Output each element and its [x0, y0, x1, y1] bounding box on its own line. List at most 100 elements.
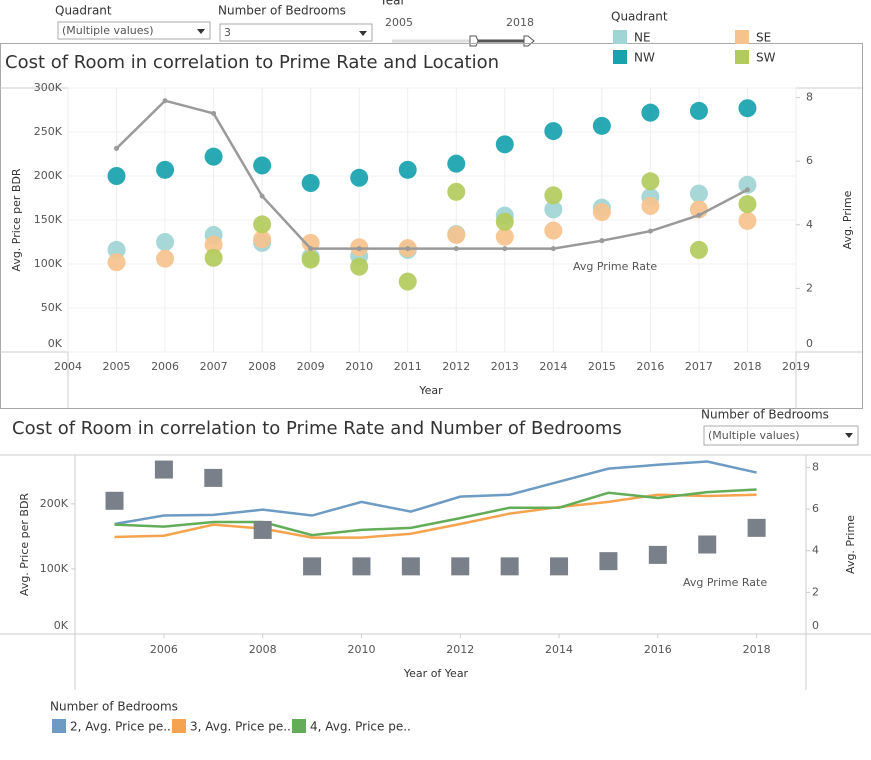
legend-label: SW	[756, 51, 776, 65]
dot	[689, 101, 708, 120]
slider-handle[interactable]	[469, 35, 479, 47]
dot	[156, 160, 175, 179]
legend-title: Quadrant	[611, 10, 668, 24]
dot	[447, 225, 466, 244]
dropdown[interactable]: (Multiple values)	[703, 425, 859, 446]
year-slider[interactable]	[392, 35, 535, 47]
x-tick-label: 2010	[345, 360, 373, 373]
dot	[544, 186, 563, 205]
x-tick-label: 2017	[685, 360, 713, 373]
x-tick-label: 2012	[442, 360, 470, 373]
dot	[350, 168, 369, 187]
legend-label: NW	[634, 51, 655, 65]
dropdown-arrow[interactable]	[359, 31, 367, 36]
dropdown-value[interactable]: 3	[224, 26, 231, 39]
dropdown-value[interactable]: (Multiple values)	[62, 24, 154, 37]
x-tick-label: 2016	[636, 360, 664, 373]
dropdown-box[interactable]	[57, 21, 211, 40]
dot	[592, 203, 611, 222]
dropdown-value[interactable]: (Multiple values)	[708, 429, 800, 442]
line-marker	[696, 212, 702, 218]
x-tick-label: 2014	[539, 360, 567, 373]
line-marker	[599, 238, 605, 244]
dot	[544, 122, 563, 141]
dot	[738, 99, 757, 118]
slider-to: 2018	[506, 16, 534, 29]
line-marker	[356, 246, 362, 252]
slider-from: 2005	[385, 16, 413, 29]
square	[747, 518, 766, 537]
dropdown-box[interactable]	[219, 23, 373, 42]
x-tick-label: 2006	[151, 360, 179, 373]
y-axis-title: Avg. Price per BDR	[18, 493, 31, 596]
y2-axis-title: Avg. Prime	[841, 190, 854, 249]
legend-label: 2, Avg. Price pe..	[70, 720, 171, 734]
y-tick-label: 300K	[34, 81, 63, 94]
line-marker	[502, 246, 508, 252]
dot	[156, 249, 175, 268]
chart-title: Cost of Room in correlation to Prime Rat…	[12, 418, 622, 439]
x-tick-label: 2014	[545, 643, 573, 656]
dropdown[interactable]: 3	[219, 23, 373, 42]
dropdown-arrow[interactable]	[197, 29, 205, 34]
dot	[107, 167, 126, 185]
square	[204, 468, 223, 487]
y2-tick-label: 8	[806, 91, 813, 104]
line-marker	[453, 246, 459, 252]
legend-swatch	[735, 50, 749, 64]
dropdown-arrow[interactable]	[845, 433, 853, 438]
line	[115, 99, 749, 250]
y-tick-label: 50K	[41, 301, 63, 314]
x-tick-label: 2009	[297, 360, 325, 373]
square	[599, 552, 618, 571]
square	[648, 545, 667, 564]
line-marker	[405, 246, 411, 252]
y2-tick-label: 2	[812, 585, 819, 598]
dot	[738, 175, 757, 194]
legend-label: 4, Avg. Price pe..	[310, 720, 411, 734]
line	[114, 493, 757, 539]
dot	[398, 272, 417, 291]
line-marker	[259, 193, 265, 199]
slider-handle[interactable]	[523, 35, 535, 47]
dot	[689, 240, 708, 259]
dot	[204, 235, 223, 254]
y2-tick-label: 4	[806, 218, 813, 231]
y-tick-label: 150K	[34, 213, 63, 226]
line-marker	[744, 187, 750, 193]
legend-label: NE	[634, 31, 651, 45]
y2-tick-label: 0	[806, 337, 813, 350]
square	[550, 557, 569, 576]
filter-label: Number of Bedrooms	[701, 408, 829, 422]
dot	[107, 253, 126, 272]
x-tick-label: 2015	[588, 360, 616, 373]
square	[451, 557, 470, 576]
y-tick-label: 100K	[34, 257, 63, 270]
x-tick-label: 2018	[733, 360, 761, 373]
x-tick-label: 2016	[644, 643, 672, 656]
line-marker	[550, 246, 556, 252]
x-axis-title: Year	[418, 384, 443, 397]
x-tick-label: 2007	[200, 360, 228, 373]
dot	[350, 257, 369, 276]
dot	[204, 248, 223, 267]
filter-label: Year	[379, 0, 405, 8]
square	[352, 557, 371, 576]
dot	[107, 240, 126, 259]
dot	[447, 182, 466, 201]
x-tick-label: 2006	[150, 643, 178, 656]
y2-tick-label: 6	[806, 154, 813, 167]
x-tick-label: 2004	[54, 360, 82, 373]
dot	[738, 211, 757, 230]
annotation: Avg Prime Rate	[683, 576, 767, 589]
dropdown[interactable]: (Multiple values)	[57, 21, 211, 40]
x-tick-label: 2018	[743, 643, 771, 656]
square	[303, 557, 322, 576]
dot	[738, 195, 757, 214]
legend-label: SE	[756, 31, 771, 45]
y2-tick-label: 2	[806, 281, 813, 294]
filter-label: Quadrant	[55, 4, 112, 18]
square	[698, 535, 717, 554]
dropdown-box[interactable]	[703, 425, 859, 446]
